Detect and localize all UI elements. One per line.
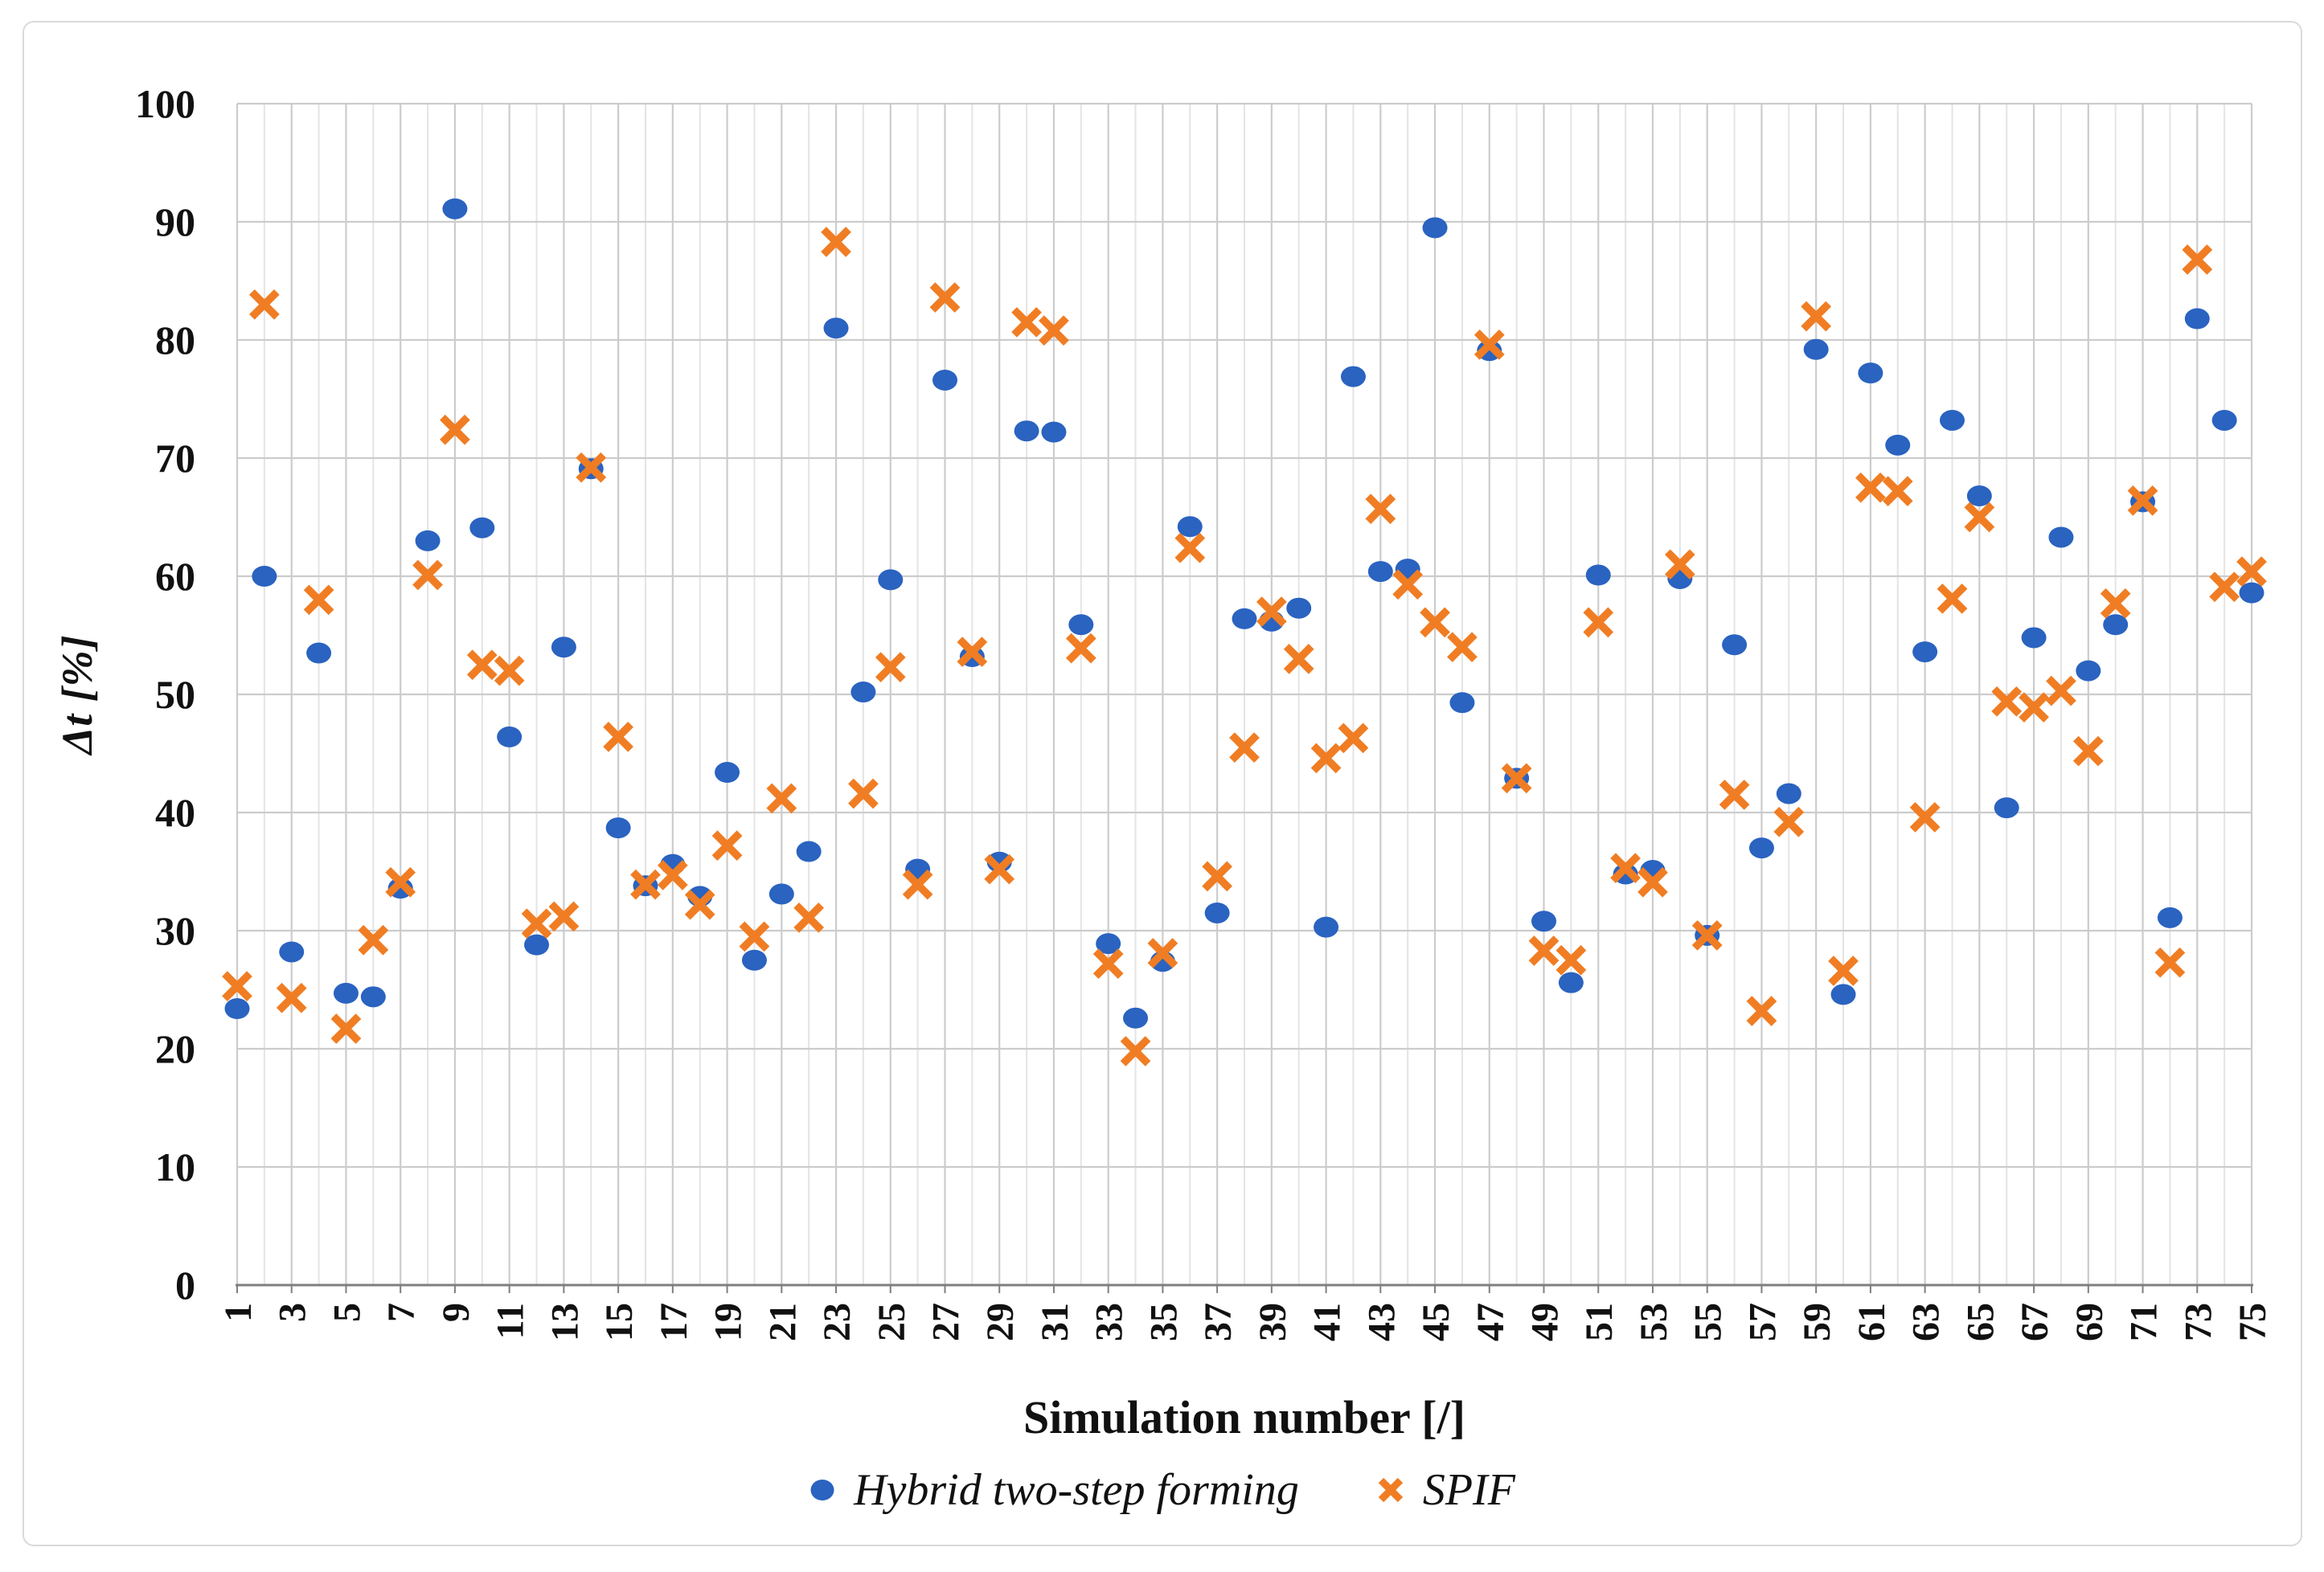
svg-text:23: 23: [816, 1303, 859, 1341]
svg-text:13: 13: [543, 1303, 586, 1341]
svg-text:55: 55: [1687, 1303, 1730, 1341]
svg-text:47: 47: [1469, 1303, 1512, 1341]
svg-text:90: 90: [155, 199, 195, 244]
svg-text:50: 50: [155, 672, 195, 717]
svg-text:10: 10: [155, 1144, 195, 1189]
svg-text:53: 53: [1633, 1303, 1675, 1341]
svg-text:5: 5: [326, 1303, 368, 1322]
svg-text:20: 20: [155, 1026, 195, 1071]
y-axis-title: Δt [%]: [53, 634, 101, 755]
svg-text:29: 29: [979, 1303, 1022, 1341]
svg-text:21: 21: [761, 1303, 804, 1341]
legend: Hybrid two-step forming SPIF: [0, 1464, 2324, 1516]
svg-text:65: 65: [1959, 1303, 2002, 1341]
svg-text:57: 57: [1741, 1303, 1784, 1341]
svg-text:80: 80: [155, 317, 195, 362]
legend-label-spif: SPIF: [1422, 1465, 1515, 1515]
x-tick-labels: 1 3 5 7 9 11 13 15 17 19 21 23 25 27 29 31 33 35 37 39 41 43 4…: [217, 1303, 2274, 1341]
svg-text:19: 19: [707, 1303, 750, 1341]
svg-text:15: 15: [598, 1303, 641, 1341]
svg-text:59: 59: [1796, 1303, 1838, 1341]
svg-text:30: 30: [155, 908, 195, 953]
svg-text:73: 73: [2177, 1303, 2219, 1341]
series-spif-markers: [222, 227, 2267, 1066]
svg-text:1: 1: [217, 1303, 260, 1322]
svg-text:25: 25: [871, 1303, 913, 1341]
svg-text:3: 3: [272, 1303, 314, 1322]
svg-text:71: 71: [2123, 1303, 2166, 1341]
legend-item-spif: SPIF: [1376, 1464, 1515, 1516]
svg-text:60: 60: [155, 554, 195, 599]
svg-text:40: 40: [155, 790, 195, 835]
svg-text:67: 67: [2014, 1303, 2056, 1341]
svg-text:35: 35: [1142, 1303, 1185, 1341]
legend-label-hybrid: Hybrid two-step forming: [854, 1465, 1299, 1515]
svg-text:75: 75: [2232, 1303, 2274, 1341]
svg-text:70: 70: [155, 436, 195, 481]
svg-text:45: 45: [1415, 1303, 1457, 1341]
x-axis-line: [236, 1283, 2253, 1293]
svg-text:41: 41: [1306, 1303, 1349, 1341]
svg-text:0: 0: [175, 1263, 195, 1308]
svg-text:43: 43: [1360, 1303, 1403, 1341]
svg-text:39: 39: [1252, 1303, 1294, 1341]
svg-text:7: 7: [380, 1303, 423, 1322]
svg-text:49: 49: [1524, 1303, 1567, 1341]
svg-text:63: 63: [1905, 1303, 1948, 1341]
legend-item-hybrid: Hybrid two-step forming: [809, 1464, 1299, 1516]
spif-x-marker-icon: [1376, 1476, 1405, 1504]
svg-text:33: 33: [1088, 1303, 1131, 1341]
svg-text:61: 61: [1851, 1303, 1893, 1341]
svg-text:37: 37: [1197, 1303, 1240, 1341]
svg-text:11: 11: [490, 1303, 532, 1339]
hybrid-circle-marker-icon: [809, 1476, 836, 1504]
svg-text:69: 69: [2068, 1303, 2111, 1341]
svg-text:9: 9: [435, 1303, 478, 1322]
x-axis-title: Simulation number [/]: [1023, 1391, 1465, 1443]
svg-text:51: 51: [1578, 1303, 1621, 1341]
svg-text:100: 100: [135, 81, 195, 126]
y-tick-labels: 0 10 20 30 40 50 60 70 80 90 100: [135, 81, 195, 1308]
svg-text:31: 31: [1034, 1303, 1076, 1341]
svg-text:17: 17: [653, 1303, 695, 1341]
svg-text:27: 27: [924, 1303, 967, 1341]
